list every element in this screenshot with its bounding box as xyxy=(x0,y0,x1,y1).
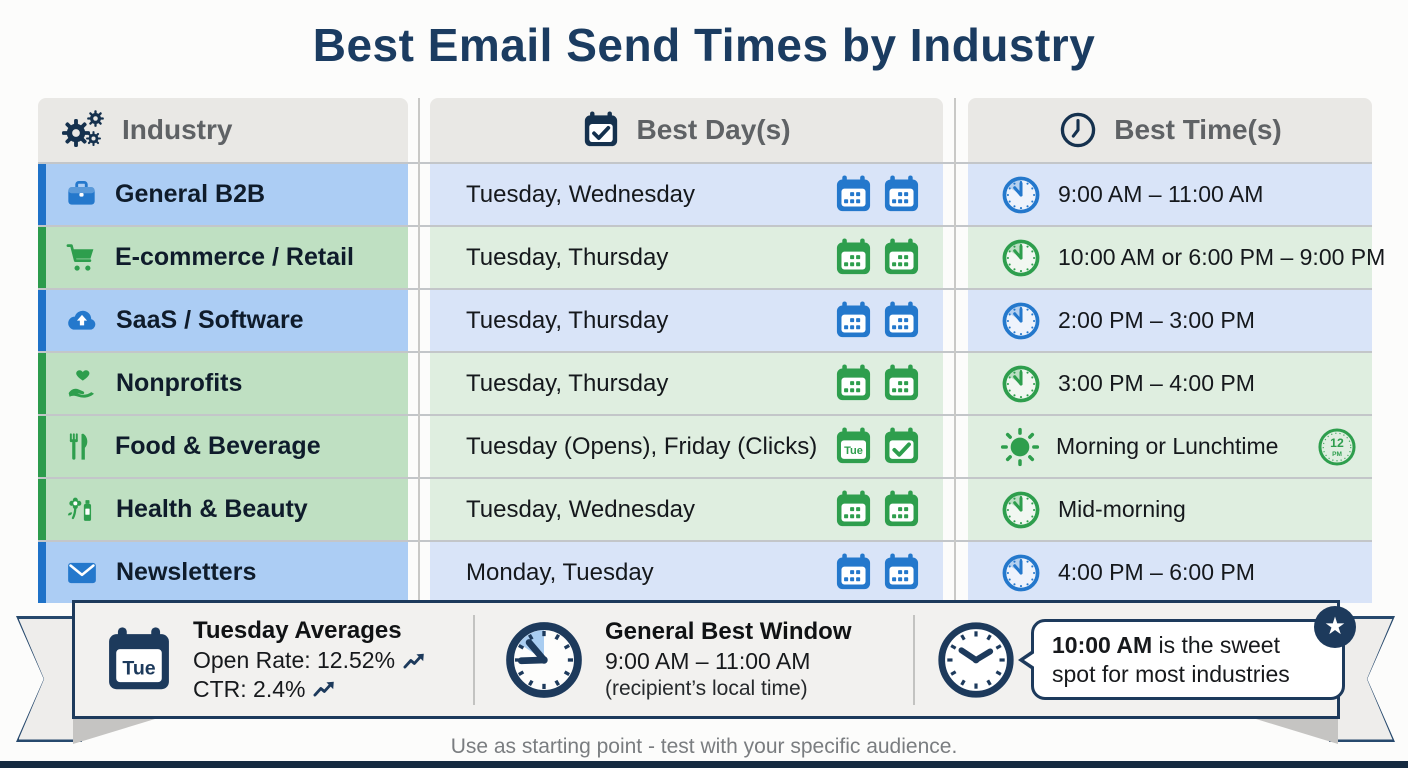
ctr-value: CTR: 2.4% xyxy=(193,675,306,702)
open-rate-value: Open Rate: 12.52% xyxy=(193,646,396,673)
cloud-upload-icon xyxy=(66,305,98,337)
industry-label: Food & Beverage xyxy=(115,432,321,460)
sweet-spot-highlight: 10:00 AM xyxy=(1052,631,1153,658)
best-time-value: 10:00 AM or 6:00 PM – 9:00 PM xyxy=(1058,244,1386,270)
best-days-value: Tuesday, Thursday xyxy=(466,369,669,397)
sweet-spot-section: 10:00 AM is the sweet spot for most indu… xyxy=(915,603,1356,716)
calendar-icon xyxy=(882,490,921,529)
industry-label: E-commerce / Retail xyxy=(115,243,354,271)
sweet-spot-bubble: 10:00 AM is the sweet spot for most indu… xyxy=(1018,605,1356,701)
table-row: SaaS / Software Tuesday, Thursday 2:00 P… xyxy=(38,288,1372,351)
footer-note: Use as starting point - test with your s… xyxy=(450,735,958,758)
noon-badge-icon xyxy=(1316,426,1358,468)
utensils-icon xyxy=(66,431,97,462)
header-best-days-label: Best Day(s) xyxy=(636,114,791,145)
best-days-value: Tuesday, Wednesday xyxy=(466,495,696,523)
calendar-check-icon xyxy=(882,427,921,466)
briefcase-icon xyxy=(66,179,97,210)
table-row: Newsletters Monday, Tuesday 4:00 PM – 6:… xyxy=(38,540,1372,603)
industry-label: General B2B xyxy=(115,180,266,208)
industry-label: Health & Beauty xyxy=(116,495,308,523)
best-time-value: 4:00 PM – 6:00 PM xyxy=(1058,559,1255,585)
heart-hand-icon xyxy=(66,368,98,400)
header-industry: Industry xyxy=(38,98,408,162)
best-window-title: General Best Window xyxy=(605,618,852,645)
clock-icon xyxy=(1000,237,1042,279)
best-days-value: Monday, Tuesday xyxy=(466,558,654,586)
clock-icon xyxy=(1000,489,1042,531)
clock-icon xyxy=(1000,552,1042,594)
tuesday-averages-section: Tuesday Averages Open Rate: 12.52% CTR: … xyxy=(75,603,473,716)
ribbon-tail-left xyxy=(16,616,82,742)
best-time-value: 3:00 PM – 4:00 PM xyxy=(1058,370,1255,396)
envelope-icon xyxy=(66,557,98,589)
best-time-value: 2:00 PM – 3:00 PM xyxy=(1058,307,1255,333)
table-header-row: Industry Best Day(s) Best Time(s) xyxy=(38,98,1372,162)
clock-icon xyxy=(1000,300,1042,342)
gears-icon xyxy=(62,110,104,147)
best-days-value: Tuesday, Thursday xyxy=(466,243,669,271)
shopping-cart-icon xyxy=(66,242,97,273)
clock-icon xyxy=(1000,363,1042,405)
best-days-value: Tuesday (Opens), Friday (Clicks) xyxy=(466,432,818,460)
send-times-table: Industry Best Day(s) Best Time(s) Genera… xyxy=(38,98,1385,603)
calendar-icon xyxy=(882,301,921,340)
best-window-time: 9:00 AM – 11:00 AM xyxy=(605,648,811,674)
section-divider xyxy=(913,614,915,705)
calendar-icon xyxy=(834,364,873,403)
industry-label: Nonprofits xyxy=(116,369,243,397)
calendar-check-icon xyxy=(582,111,620,149)
bottom-accent-bar xyxy=(0,761,1408,768)
header-best-times-label: Best Time(s) xyxy=(1114,114,1282,145)
summary-panel: Tuesday Averages Open Rate: 12.52% CTR: … xyxy=(72,600,1356,719)
column-divider xyxy=(954,98,956,603)
column-divider xyxy=(418,98,420,603)
industry-label: Newsletters xyxy=(116,558,257,586)
sweet-spot-text: is the sweet spot for most industries xyxy=(1052,631,1290,687)
star-icon: ★ xyxy=(1314,605,1356,648)
calendar-tue-icon xyxy=(834,427,873,466)
table-row: E-commerce / Retail Tuesday, Thursday 10… xyxy=(38,225,1385,288)
clock-icon xyxy=(503,619,585,701)
best-time-value: Mid-morning xyxy=(1058,496,1186,522)
calendar-icon xyxy=(834,553,873,592)
calendar-icon xyxy=(834,175,873,214)
best-time-value: 9:00 AM – 11:00 AM xyxy=(1058,181,1264,207)
table-row: General B2B Tuesday, Wednesday 9:00 AM –… xyxy=(38,162,1372,225)
calendar-icon xyxy=(834,490,873,529)
section-divider xyxy=(473,614,475,705)
table-row: Nonprofits Tuesday, Thursday 3:00 PM – 4… xyxy=(38,351,1372,414)
clock-icon xyxy=(1000,174,1042,216)
header-industry-label: Industry xyxy=(122,114,233,145)
table-row: Food & Beverage Tuesday (Opens), Friday … xyxy=(38,414,1372,477)
calendar-icon xyxy=(834,238,873,277)
flower-bottle-icon xyxy=(66,494,98,526)
calendar-icon xyxy=(882,364,921,403)
calendar-icon xyxy=(882,175,921,214)
table-row: Health & Beauty Tuesday, Wednesday Mid-m… xyxy=(38,477,1372,540)
best-days-value: Tuesday, Wednesday xyxy=(466,180,696,208)
calendar-icon xyxy=(882,553,921,592)
header-best-days: Best Day(s) xyxy=(430,98,943,162)
clock-icon xyxy=(1058,110,1098,150)
page-title: Best Email Send Times by Industry xyxy=(312,19,1096,71)
best-days-value: Tuesday, Thursday xyxy=(466,306,669,334)
summary-ribbon: Tuesday Averages Open Rate: 12.52% CTR: … xyxy=(0,598,1408,750)
header-best-times: Best Time(s) xyxy=(968,98,1372,162)
trend-up-icon xyxy=(313,679,337,698)
industry-label: SaaS / Software xyxy=(116,306,304,334)
trend-up-icon xyxy=(403,651,427,670)
best-window-note: (recipient’s local time) xyxy=(605,676,808,700)
best-window-section: General Best Window 9:00 AM – 11:00 AM (… xyxy=(475,603,913,716)
calendar-icon xyxy=(834,301,873,340)
sun-icon xyxy=(1000,427,1040,467)
tuesday-averages-title: Tuesday Averages xyxy=(193,616,402,644)
wall-clock-icon xyxy=(935,619,1017,701)
best-time-value: Morning or Lunchtime xyxy=(1056,433,1279,459)
calendar-tue-icon xyxy=(105,626,173,694)
calendar-icon xyxy=(882,238,921,277)
